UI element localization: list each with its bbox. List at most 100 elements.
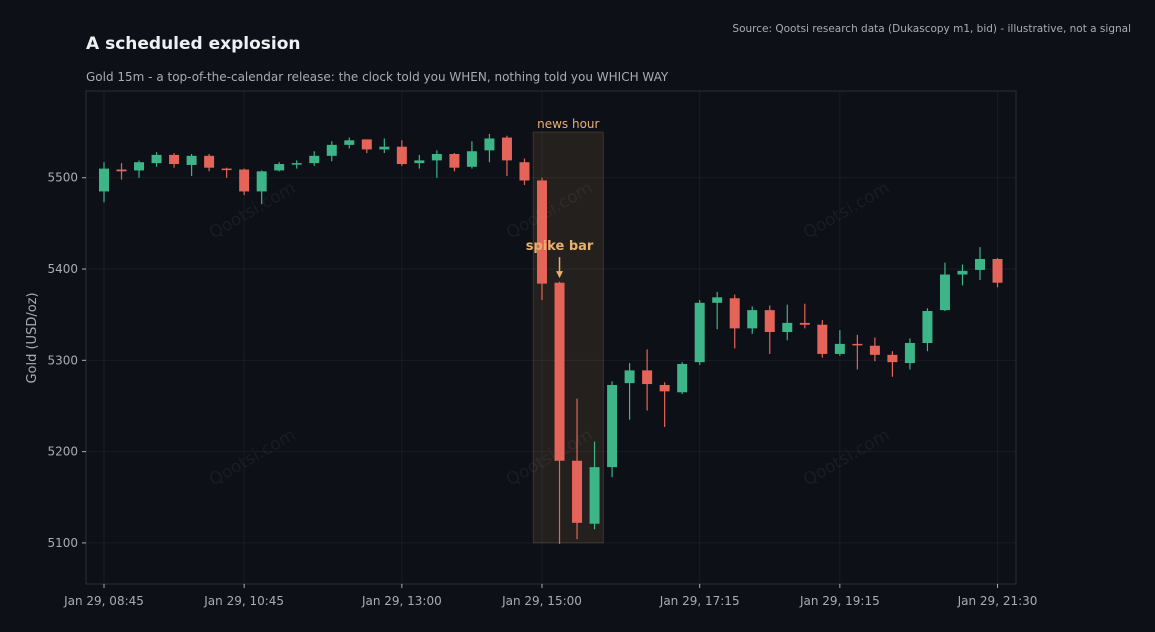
candle-48 [939, 262, 950, 312]
candle-9 [256, 170, 267, 205]
candle-43 [852, 334, 863, 370]
x-tick-label: Jan 29, 13:00 [361, 594, 442, 608]
candle-16 [379, 138, 390, 154]
candle-body [957, 270, 968, 275]
watermark-2: Qootsi.com [800, 178, 893, 243]
y-axis-title: Gold (USD/oz) [25, 292, 40, 383]
candle-body [747, 310, 758, 329]
candle-18 [414, 154, 425, 169]
candle-body [834, 343, 845, 354]
candle-1 [116, 163, 127, 180]
candle-body [134, 162, 145, 171]
x-tick-label: Jan 29, 10:45 [203, 594, 284, 608]
candle-body [239, 169, 250, 192]
candle-14 [344, 137, 355, 149]
x-tick-label: Jan 29, 17:15 [659, 594, 740, 608]
candle-22 [484, 133, 495, 163]
candle-body [852, 343, 863, 346]
candle-body [291, 163, 302, 165]
candle-body [764, 310, 775, 333]
candle-body [414, 160, 425, 164]
candle-36 [729, 294, 740, 349]
candle-body [799, 322, 810, 325]
candle-body [922, 311, 933, 343]
candle-body [186, 155, 197, 165]
candle-40 [799, 303, 810, 329]
candle-body [572, 460, 583, 523]
x-tick-label: Jan 29, 19:15 [799, 594, 880, 608]
candle-33 [677, 362, 688, 395]
candle-51 [992, 258, 1003, 288]
candle-26 [554, 281, 565, 544]
candle-body [431, 153, 442, 161]
candle-41 [817, 320, 828, 358]
watermark-0: Qootsi.com [206, 178, 299, 243]
candle-39 [782, 304, 793, 341]
candle-30 [624, 363, 635, 420]
candle-body [904, 342, 915, 364]
candle-body [379, 146, 390, 150]
candle-body [99, 168, 109, 192]
candle-32 [659, 382, 670, 427]
y-tick-label: 5400 [47, 262, 78, 276]
candle-31 [642, 349, 653, 411]
candle-body [992, 258, 1003, 283]
y-tick-label: 5500 [47, 171, 78, 185]
candle-body [642, 370, 653, 385]
y-tick-label: 5100 [47, 536, 78, 550]
candle-body [344, 140, 355, 145]
y-axis-ticks: 5100 5200 5300 5400 5500 [47, 171, 86, 550]
candle-49 [957, 264, 968, 286]
candle-body [869, 345, 880, 355]
x-axis-ticks: Jan 29, 08:45 Jan 29, 10:45 Jan 29, 13:00 J… [63, 584, 1037, 608]
news-hour-label: news hour [537, 117, 599, 131]
candle-body [449, 153, 460, 168]
candle-35 [712, 291, 723, 330]
candle-body [729, 298, 740, 329]
candle-body [326, 144, 337, 156]
candle-24 [519, 158, 530, 186]
watermark-3: Qootsi.com [206, 425, 299, 490]
candle-body [221, 168, 232, 171]
candle-body [309, 155, 320, 164]
candle-body [116, 169, 127, 172]
candle-body [712, 297, 723, 303]
candle-body [537, 180, 547, 284]
chart-subtitle: Gold 15m - a top-of-the-calendar release… [86, 70, 669, 84]
chart-title: A scheduled explosion [86, 34, 301, 54]
x-tick-label: Jan 29, 21:30 [957, 594, 1038, 608]
candle-21 [466, 141, 477, 169]
candle-body [554, 282, 565, 461]
candle-12 [309, 151, 320, 166]
candle-body [659, 384, 670, 392]
y-tick-label: 5200 [47, 445, 78, 459]
candle-44 [869, 337, 880, 362]
candle-body [361, 139, 372, 150]
candle-4 [169, 153, 180, 168]
candle-27 [572, 398, 583, 540]
candle-body [204, 155, 215, 168]
source-note: Source: Qootsi research data (Dukascopy … [732, 23, 1131, 35]
candle-body [484, 138, 495, 151]
candle-38 [764, 305, 775, 354]
candle-13 [326, 141, 337, 162]
candle-body [274, 164, 285, 171]
candle-15 [361, 139, 372, 154]
candle-body [151, 154, 162, 164]
candle-0 [99, 162, 109, 203]
x-tick-label: Jan 29, 15:00 [501, 594, 582, 608]
candle-34 [694, 300, 705, 365]
candle-5 [186, 153, 197, 176]
candle-body [607, 384, 618, 468]
candle-17 [396, 140, 407, 166]
candle-6 [204, 153, 215, 172]
candle-2 [134, 160, 145, 178]
candle-10 [274, 162, 285, 172]
candle-42 [834, 330, 845, 356]
candle-body [939, 274, 950, 311]
candle-body [501, 137, 512, 161]
x-tick-label: Jan 29, 08:45 [63, 594, 144, 608]
candle-body [396, 146, 407, 165]
candle-29 [607, 381, 618, 478]
